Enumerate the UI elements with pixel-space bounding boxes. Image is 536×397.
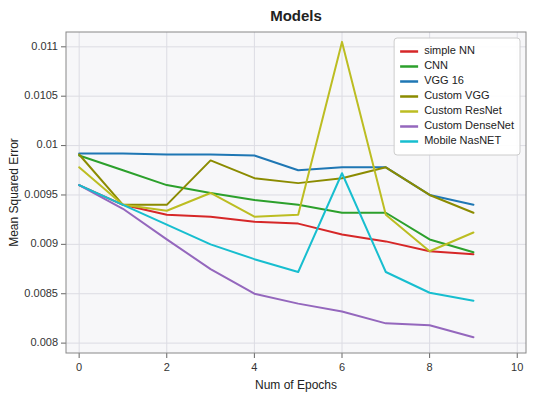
tick-x	[166, 353, 167, 358]
tick-label-y: 0.0085	[24, 287, 58, 299]
tick-label-x: 8	[427, 361, 433, 373]
legend-box	[394, 38, 520, 155]
tick-label-x: 4	[251, 361, 257, 373]
tick-label-y: 0.011	[31, 40, 58, 52]
legend-label: CNN	[424, 59, 448, 71]
axes: 0.008 0.0085 0.009 0.0095 0.01 0.0105 0.011 0 2 4…	[24, 40, 523, 373]
tick-y	[61, 46, 66, 47]
tick-label-x: 10	[511, 361, 523, 373]
tick-x	[429, 353, 430, 358]
grid	[66, 32, 526, 353]
series-line	[79, 185, 473, 337]
x-axis-label: Num of Epochs	[255, 378, 337, 392]
series-line	[79, 153, 473, 204]
legend-swatch	[400, 65, 418, 68]
tick-label-y: 0.008	[30, 336, 58, 348]
legend-label: Mobile NasNET	[424, 134, 501, 146]
grid-line-x	[254, 32, 255, 353]
tick-label-x: 0	[76, 361, 82, 373]
title: Models	[270, 7, 322, 24]
tick-y	[61, 293, 66, 294]
tick-label-y: 0.0105	[24, 89, 58, 101]
tick-label-x: 2	[164, 361, 170, 373]
y-axis-label: Mean Squared Error	[7, 138, 21, 247]
grid-line-y	[66, 293, 526, 294]
legend-swatch	[400, 110, 418, 113]
chart: 0.008 0.0085 0.009 0.0095 0.01 0.0105 0.011 0 2 4…	[0, 0, 536, 397]
grid-line-x	[342, 32, 343, 353]
tick-label-y: 0.0095	[24, 188, 58, 200]
tick-label-x: 6	[339, 361, 345, 373]
plot-frame	[66, 32, 526, 353]
legend-swatch	[400, 140, 418, 143]
tick-y	[61, 96, 66, 97]
series-line	[79, 154, 473, 212]
tick-y	[61, 244, 66, 245]
grid-line-x	[79, 32, 80, 353]
tick-x	[517, 353, 518, 358]
tick-y	[61, 194, 66, 195]
tick-x	[342, 353, 343, 358]
legend-label: Custom DenseNet	[424, 119, 514, 131]
legend-swatch	[400, 80, 418, 83]
tick-y	[61, 343, 66, 344]
legend-label: Custom ResNet	[424, 104, 502, 116]
legend-swatch	[400, 125, 418, 128]
grid-line-x	[166, 32, 167, 353]
plot-area	[66, 32, 526, 353]
series-line	[79, 173, 473, 300]
legend-swatch	[400, 95, 418, 98]
grid-line-y	[66, 244, 526, 245]
legend-swatch	[400, 50, 418, 53]
legend-label: Custom VGG	[424, 89, 489, 101]
legend: simple NN CNN VGG 16 Custom VGG Custom ResNe…	[394, 38, 520, 155]
tick-y	[61, 145, 66, 146]
tick-label-y: 0.009	[30, 237, 58, 249]
tick-label-y: 0.01	[37, 138, 58, 150]
tick-x	[254, 353, 255, 358]
tick-x	[79, 353, 80, 358]
grid-line-y	[66, 194, 526, 195]
legend-label: VGG 16	[424, 74, 464, 86]
grid-line-y	[66, 343, 526, 344]
legend-label: simple NN	[424, 44, 475, 56]
